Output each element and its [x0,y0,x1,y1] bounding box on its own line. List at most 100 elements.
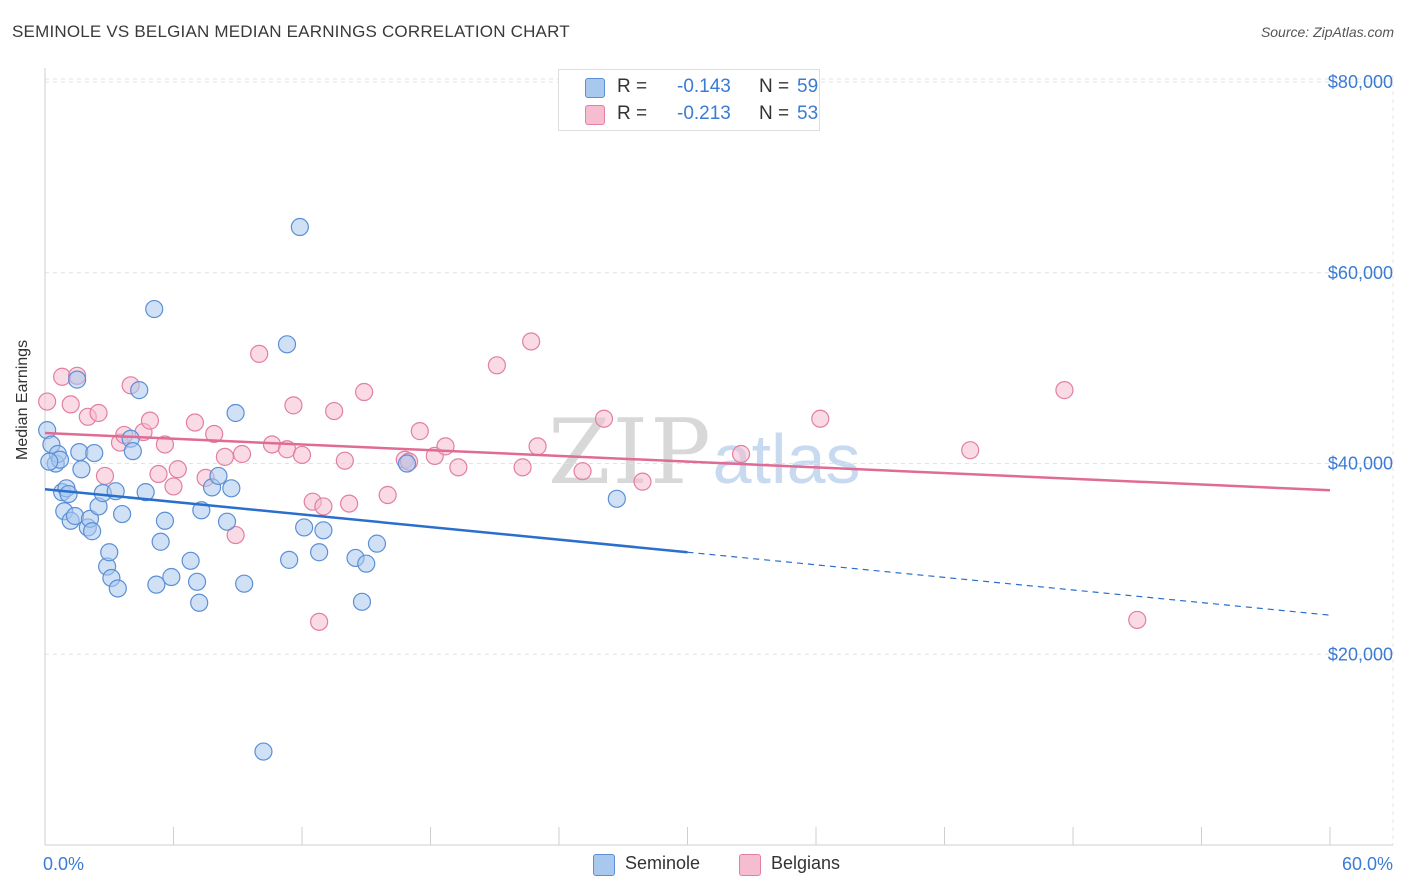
belgians-point [185,413,205,432]
belgians-point [314,497,333,516]
belgians-point [633,472,652,491]
belgians-point [528,437,547,456]
y-axis-label: Median Earnings [14,339,31,460]
watermark-zip: ZIP [548,400,713,505]
seminole-point [83,522,102,541]
source-label: Source: ZipAtlas.com [1260,24,1394,40]
legend-label: Belgians [771,853,841,873]
belgians-point [961,441,980,460]
seminole-point [310,543,329,562]
belgians-point [292,445,312,465]
belgians-point [89,403,108,423]
seminole-point [145,299,164,319]
belgians-point [410,422,429,441]
seminole-point [112,504,132,524]
n-label: N = [759,76,790,97]
r-value: -0.143 [677,76,731,97]
belgians-point [310,612,329,631]
belgians-point [335,451,354,470]
seminole-trend-extension [687,551,1331,616]
seminole-point [40,452,59,471]
seminole-point [226,403,245,423]
seminole-legend-swatch [593,854,615,876]
n-label: N = [759,103,790,124]
belgians-legend-swatch [739,854,761,876]
belgians-point [1128,610,1147,630]
seminole-point [151,532,170,551]
belgians-point [38,392,57,411]
x-tick-label: 0.0% [43,854,84,874]
seminole-point [367,534,387,553]
seminole-point [181,551,200,570]
seminole-point [123,442,142,461]
seminole-point [352,592,372,611]
seminole-point [222,479,241,498]
n-value: 53 [797,103,819,124]
seminole-point [130,381,149,400]
belgians-point [168,460,187,479]
belgians-point [1055,381,1074,400]
seminole-point [357,554,376,573]
y-tick-label: $60,000 [1328,263,1393,283]
belgians-point [250,344,269,363]
seminole-trend-line [44,488,688,554]
belgians-point [205,424,224,444]
belgians-point [449,458,468,477]
x-tick-label: 60.0% [1342,854,1393,874]
r-value: -0.213 [677,103,731,124]
seminole-point [235,574,254,593]
belgians-point [155,435,175,454]
seminole-point [147,575,166,594]
seminole-point [280,550,299,569]
seminole-point [187,572,207,591]
seminole-point [217,512,237,531]
belgians-point [61,395,80,414]
seminole-point [290,217,309,237]
belgians-point [594,409,614,428]
seminole-point [397,454,417,473]
belgians-point [811,409,830,428]
seminole-point [155,511,175,530]
belgians-point [95,466,115,486]
belgians-point [215,447,234,466]
belgians-point [513,458,532,477]
stats-box: R = -0.143 N = 59 R = -0.213 N = 53 [558,69,820,131]
belgians-swatch [585,105,605,125]
tick-labels: $20,000 $40,000 $60,000 $80,000 0.0% 60.0% [43,72,1393,874]
seminole-point [295,518,314,537]
seminole-point [85,443,104,463]
belgians-point [226,525,245,545]
seminole-swatch [585,78,605,98]
watermark: ZIPatlas [548,400,861,505]
belgians-point [284,396,303,415]
seminole-point [607,489,626,508]
belgians-point [164,477,183,496]
r-label: R = [617,76,648,97]
belgians-point [573,462,592,481]
belgians-point [378,485,397,505]
seminole-point [59,484,78,504]
belgians-point [487,356,506,375]
chart-title: SEMINOLE VS BELGIAN MEDIAN EARNINGS CORR… [12,22,570,41]
seminole-point [108,579,127,598]
seminole-point [72,460,91,479]
seminole-points [38,217,626,761]
seminole-point [68,370,87,389]
seminole-point [277,335,297,354]
belgians-trend-line [44,431,1331,492]
seminole-point [136,483,155,502]
seminole-point [162,567,181,587]
seminole-point [190,593,209,612]
belgians-point [340,494,359,513]
belgians-point [355,382,374,402]
belgians-point [140,411,160,430]
seminole-point [314,521,333,540]
seminole-point [209,466,228,486]
belgians-point [232,444,252,464]
trend-lines [44,431,1331,616]
r-label: R = [617,103,648,124]
y-tick-label: $80,000 [1328,72,1393,92]
n-value: 59 [797,76,819,97]
belgians-point [325,401,344,421]
